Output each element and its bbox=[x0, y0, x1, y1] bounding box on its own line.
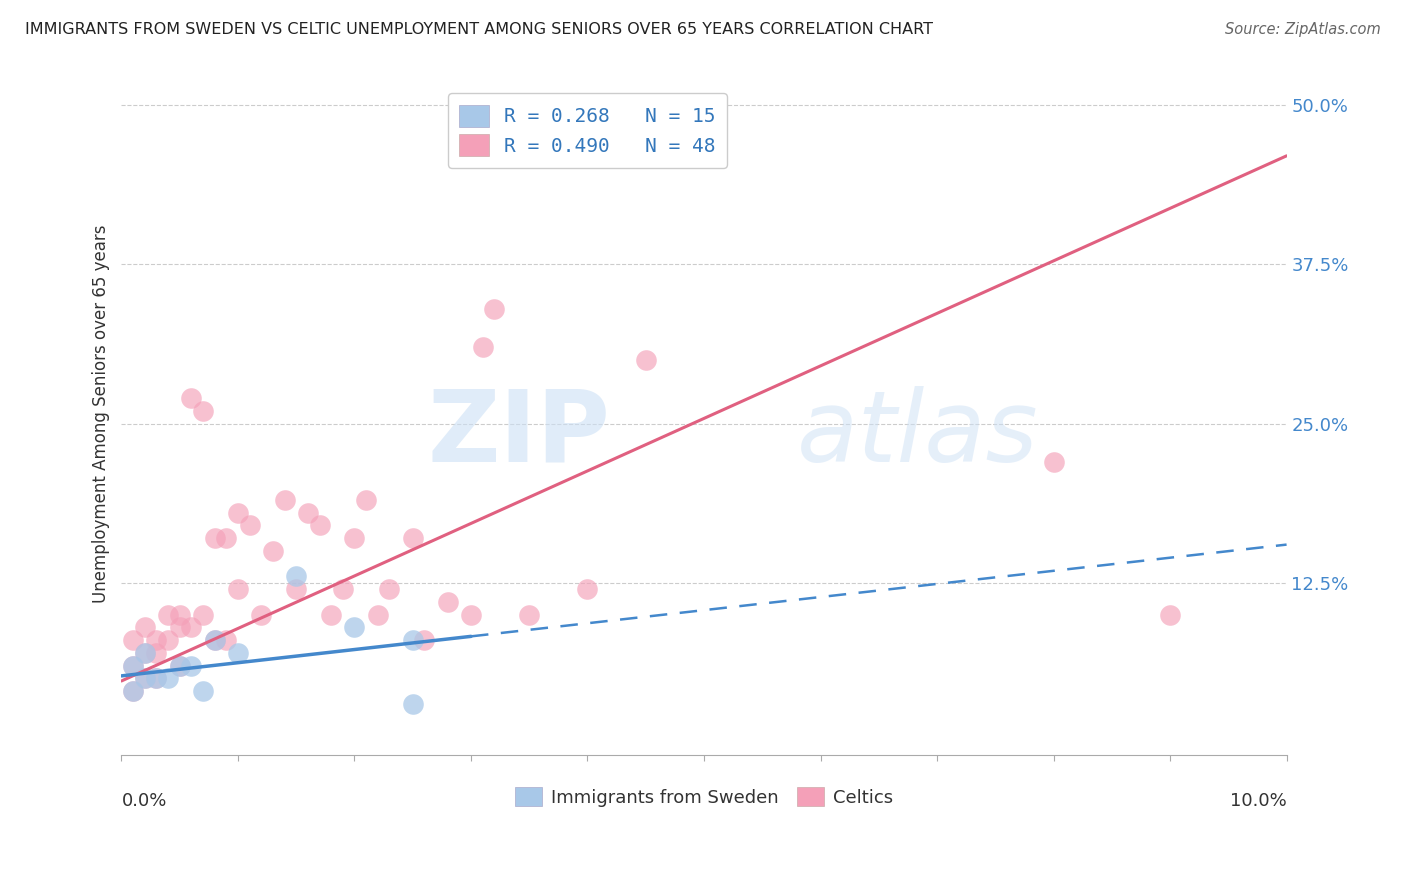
Point bbox=[343, 620, 366, 634]
Point bbox=[157, 672, 180, 686]
Point bbox=[157, 607, 180, 622]
Text: IMMIGRANTS FROM SWEDEN VS CELTIC UNEMPLOYMENT AMONG SENIORS OVER 65 YEARS CORREL: IMMIGRANTS FROM SWEDEN VS CELTIC UNEMPLO… bbox=[25, 22, 934, 37]
Point bbox=[367, 607, 389, 622]
Point bbox=[169, 658, 191, 673]
Text: 0.0%: 0.0% bbox=[121, 792, 167, 811]
Point bbox=[204, 633, 226, 648]
Point bbox=[308, 518, 330, 533]
Point bbox=[122, 684, 145, 698]
Point bbox=[285, 582, 308, 597]
Point bbox=[402, 531, 425, 545]
Point bbox=[413, 633, 436, 648]
Point bbox=[134, 646, 156, 660]
Point bbox=[169, 620, 191, 634]
Point bbox=[134, 646, 156, 660]
Point bbox=[180, 658, 202, 673]
Point bbox=[226, 582, 249, 597]
Point bbox=[122, 633, 145, 648]
Legend: Immigrants from Sweden, Celtics: Immigrants from Sweden, Celtics bbox=[508, 780, 900, 814]
Point bbox=[354, 493, 377, 508]
Point bbox=[226, 506, 249, 520]
Point bbox=[215, 531, 238, 545]
Point bbox=[1042, 455, 1064, 469]
Point bbox=[517, 607, 540, 622]
Text: Source: ZipAtlas.com: Source: ZipAtlas.com bbox=[1225, 22, 1381, 37]
Text: 10.0%: 10.0% bbox=[1230, 792, 1286, 811]
Point bbox=[204, 531, 226, 545]
Point bbox=[402, 697, 425, 711]
Point bbox=[191, 607, 214, 622]
Point bbox=[169, 658, 191, 673]
Point bbox=[134, 672, 156, 686]
Point bbox=[145, 672, 167, 686]
Point bbox=[145, 672, 167, 686]
Point bbox=[297, 506, 319, 520]
Point bbox=[134, 620, 156, 634]
Point bbox=[226, 646, 249, 660]
Point bbox=[145, 646, 167, 660]
Point bbox=[157, 633, 180, 648]
Point bbox=[273, 493, 295, 508]
Point bbox=[1159, 607, 1181, 622]
Point bbox=[191, 684, 214, 698]
Point bbox=[402, 633, 425, 648]
Point bbox=[576, 582, 599, 597]
Point bbox=[122, 658, 145, 673]
Point bbox=[471, 340, 494, 354]
Point bbox=[169, 607, 191, 622]
Point bbox=[239, 518, 262, 533]
Point bbox=[180, 620, 202, 634]
Point bbox=[191, 403, 214, 417]
Y-axis label: Unemployment Among Seniors over 65 years: Unemployment Among Seniors over 65 years bbox=[93, 225, 110, 603]
Point bbox=[484, 301, 506, 316]
Point bbox=[215, 633, 238, 648]
Point bbox=[378, 582, 401, 597]
Point bbox=[145, 633, 167, 648]
Point bbox=[436, 595, 458, 609]
Point bbox=[321, 607, 343, 622]
Point bbox=[204, 633, 226, 648]
Point bbox=[460, 607, 482, 622]
Point bbox=[262, 544, 284, 558]
Point bbox=[180, 391, 202, 405]
Point bbox=[332, 582, 354, 597]
Point bbox=[634, 352, 657, 367]
Point bbox=[250, 607, 273, 622]
Point bbox=[343, 531, 366, 545]
Point bbox=[134, 672, 156, 686]
Point bbox=[122, 658, 145, 673]
Point bbox=[122, 684, 145, 698]
Text: ZIP: ZIP bbox=[427, 386, 610, 483]
Point bbox=[285, 569, 308, 583]
Text: atlas: atlas bbox=[797, 386, 1039, 483]
